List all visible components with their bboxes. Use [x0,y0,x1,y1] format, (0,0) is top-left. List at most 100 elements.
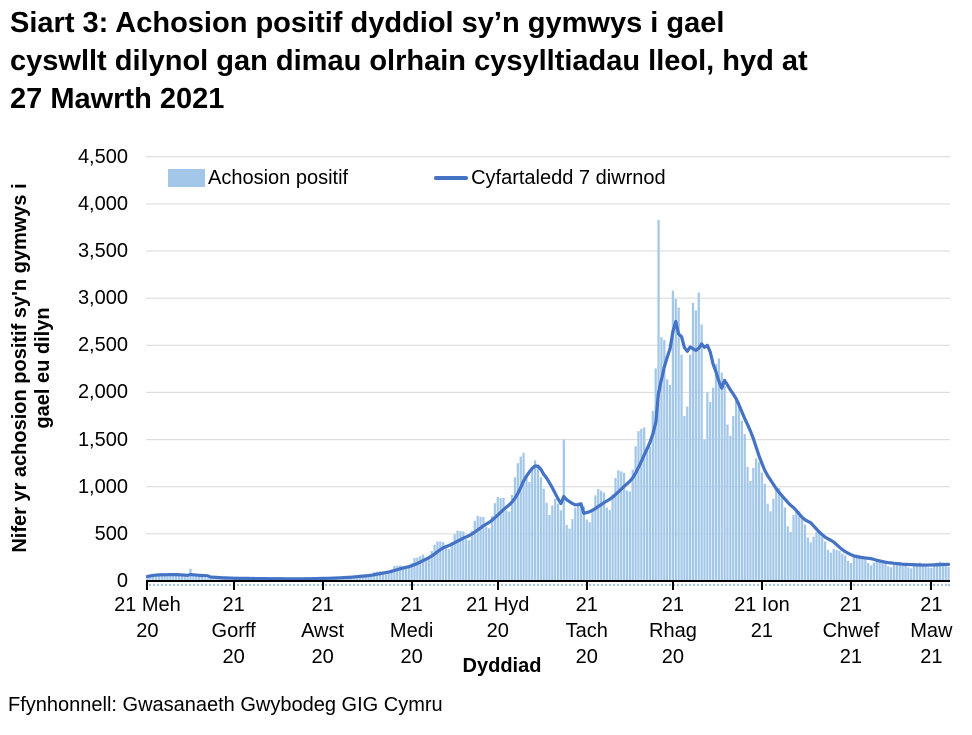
bar [413,557,416,581]
bar [571,519,574,581]
x-tick-label: 21 Gorff 20 [200,592,268,670]
bar [890,567,893,581]
bar [212,577,215,581]
bar [812,536,815,581]
y-tick-label: 500 [94,522,128,545]
bar [229,578,232,581]
bar [493,503,497,581]
x-tick-label: 21 Awst 20 [289,592,357,670]
bar [892,564,896,581]
bar [364,575,367,581]
bar [436,541,439,581]
bar [849,563,853,581]
bar [912,565,916,581]
x-tick-mark [232,582,235,590]
y-tick-label: 0 [116,570,128,592]
bar [163,575,166,581]
bar [373,571,376,581]
bar [410,563,413,581]
chart-title: Siart 3: Achosion positif dyddiol sy’n g… [10,4,962,118]
bar [218,577,221,581]
bar [832,548,835,581]
bar [769,511,772,581]
bar [510,495,514,581]
bar [671,290,675,581]
bar [947,566,950,581]
bar [677,307,680,581]
bar [683,415,686,581]
bar [783,507,787,581]
x-tick-label: 21 Hyd 20 [464,592,532,644]
bar [904,564,907,581]
bar [823,541,827,581]
bar [605,507,608,581]
bar [367,575,370,581]
bar [378,571,382,581]
bar [858,555,861,581]
x-tick-label-line: 21 [311,594,334,616]
x-tick-label-line: 21 [750,620,774,642]
bar [809,542,812,581]
bar [152,574,155,581]
bar [579,504,583,581]
bar [531,469,534,581]
bar [453,534,456,581]
bar [513,477,517,581]
bar [565,524,568,581]
bar [473,520,476,581]
x-tick-label-line: 20 [661,646,685,668]
x-tick-label-line: 20 [222,646,245,668]
bar [844,555,847,581]
bar [614,478,617,581]
bar [855,554,858,581]
bar [456,530,459,581]
bar [749,481,752,581]
bar [442,542,445,581]
bar [533,460,537,581]
bar [462,531,465,581]
bar [381,571,385,581]
y-tick-label: 3,000 [77,287,128,310]
bar [660,337,663,581]
bar [203,577,206,581]
bar [915,563,919,581]
bar [476,515,479,581]
bar [717,358,720,581]
x-tick-label-line: 20 [136,620,159,642]
plot-area [146,155,950,584]
bar [887,566,890,581]
bar [898,562,901,581]
bar [479,516,482,581]
legend-bar-label: Achosion positif [208,166,349,189]
bar [146,576,149,581]
x-tick-label-line: Awst [301,620,345,642]
avg-line [146,319,950,581]
bar [192,576,195,581]
bar [223,578,227,581]
bar [562,439,565,581]
bar [838,550,841,581]
bar [938,561,942,581]
x-tick-label: 21 Chwef 21 [817,592,885,670]
x-tick-mark [671,582,674,590]
bar [944,563,947,581]
chart-title-line-3: 27 Mawrth 2021 [10,83,225,115]
bar [875,560,878,581]
x-tick-mark [146,582,149,590]
bar [631,469,634,581]
bar [703,439,706,581]
bar [752,467,755,581]
bar [574,507,577,581]
x-tick-label-line: Maw [910,620,953,642]
bar [792,515,795,581]
x-axis-title: Dyddiad [462,655,542,677]
bar [921,563,924,581]
chart-title-line-1: Siart 3: Achosion positif dyddiol sy’n g… [10,7,725,39]
x-axis-line [146,580,950,582]
bar [637,431,640,581]
x-tick-label: 21 Ion 21 [728,592,796,644]
bar [465,539,468,581]
legend: Achosion positif Cyfartaledd 7 diwrnod [168,163,666,193]
bar [620,471,623,581]
bar [485,527,488,581]
